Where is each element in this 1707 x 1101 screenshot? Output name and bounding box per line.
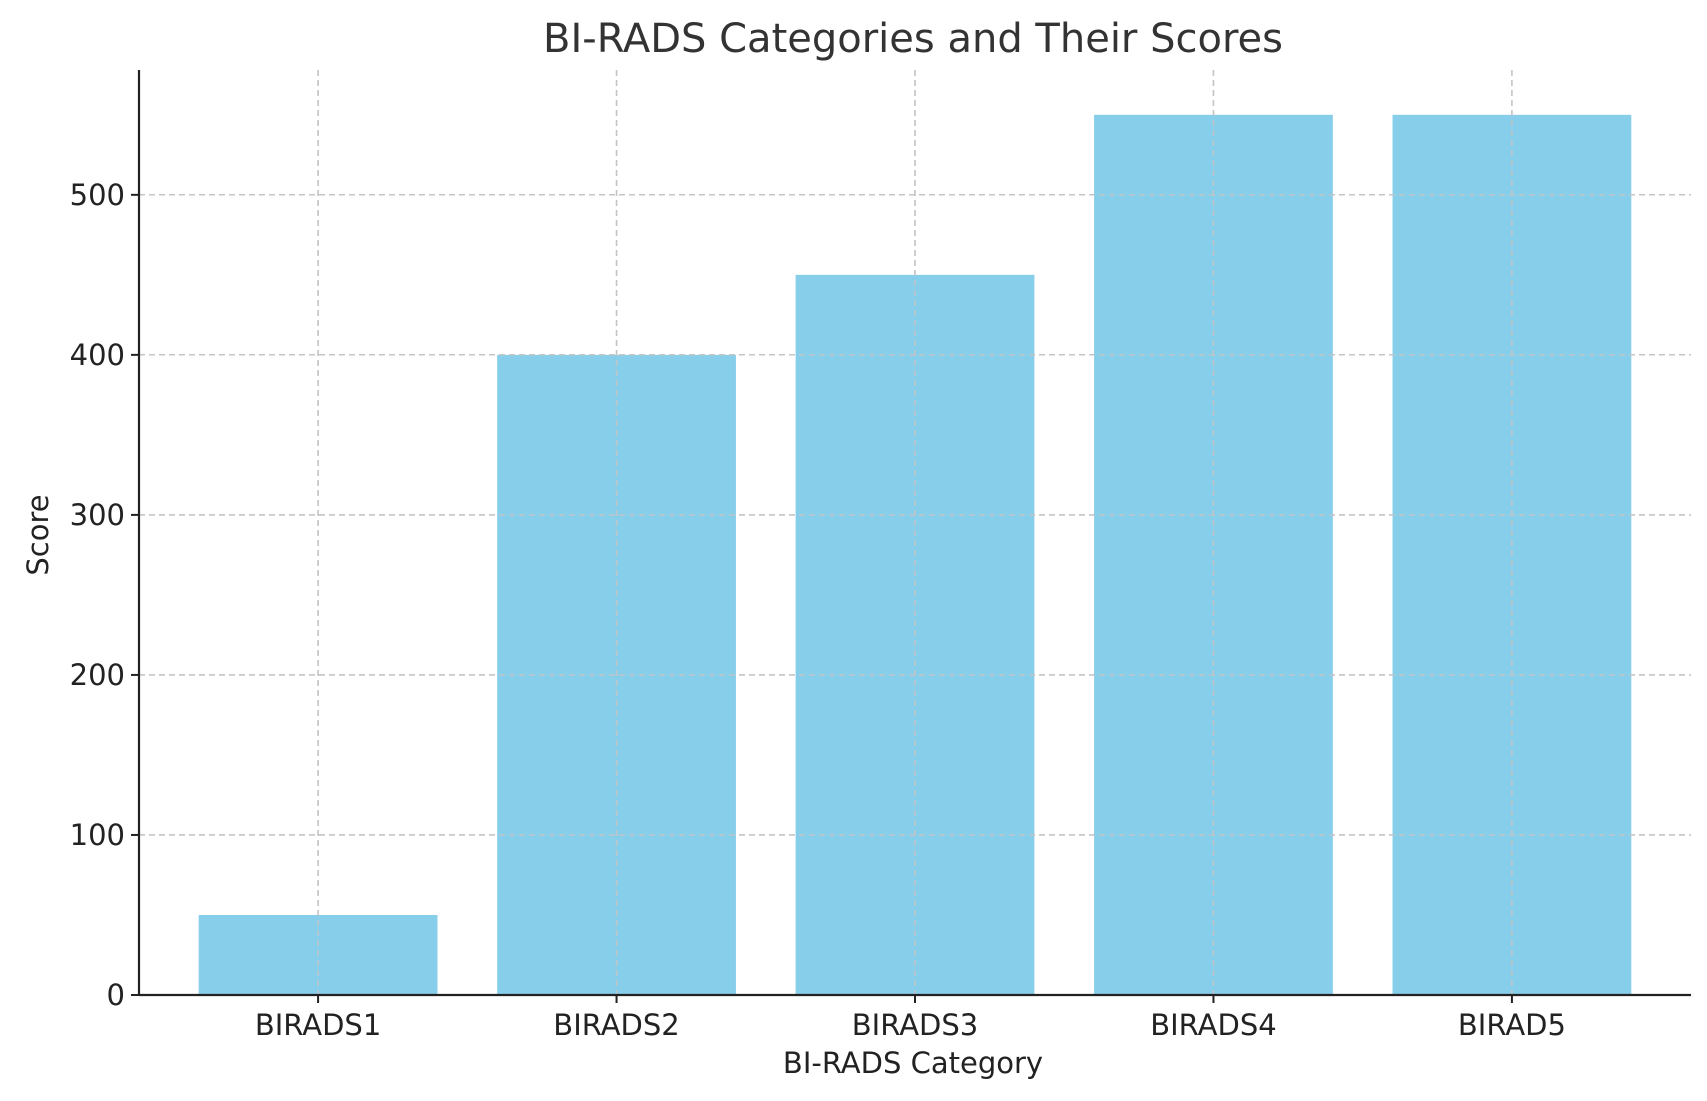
y-tick-label-500: 500	[70, 178, 125, 212]
x-tick-label-birad5: BIRAD5	[1458, 1008, 1566, 1042]
chart-title: BI-RADS Categories and Their Scores	[543, 16, 1283, 62]
y-tick-label-400: 400	[70, 338, 125, 372]
x-tick-label-birads2: BIRADS2	[553, 1008, 679, 1042]
y-tick-label-200: 200	[70, 658, 125, 692]
bars-layer	[139, 70, 1691, 996]
y-axis-label: Score	[21, 494, 55, 575]
y-tick-label-300: 300	[70, 498, 125, 532]
ticks-layer: 0 100 200 300 400 500 BIRADS1 BIRADS2 BIRADS3 BIR…	[70, 178, 1566, 1042]
y-tick-label-0: 0	[107, 978, 125, 1012]
x-tick-label-birads3: BIRADS3	[852, 1008, 978, 1042]
x-axis-label: BI-RADS Category	[783, 1046, 1043, 1080]
x-tick-label-birads4: BIRADS4	[1150, 1008, 1276, 1042]
y-tick-label-100: 100	[70, 818, 125, 852]
x-tick-label-birads1: BIRADS1	[255, 1008, 381, 1042]
